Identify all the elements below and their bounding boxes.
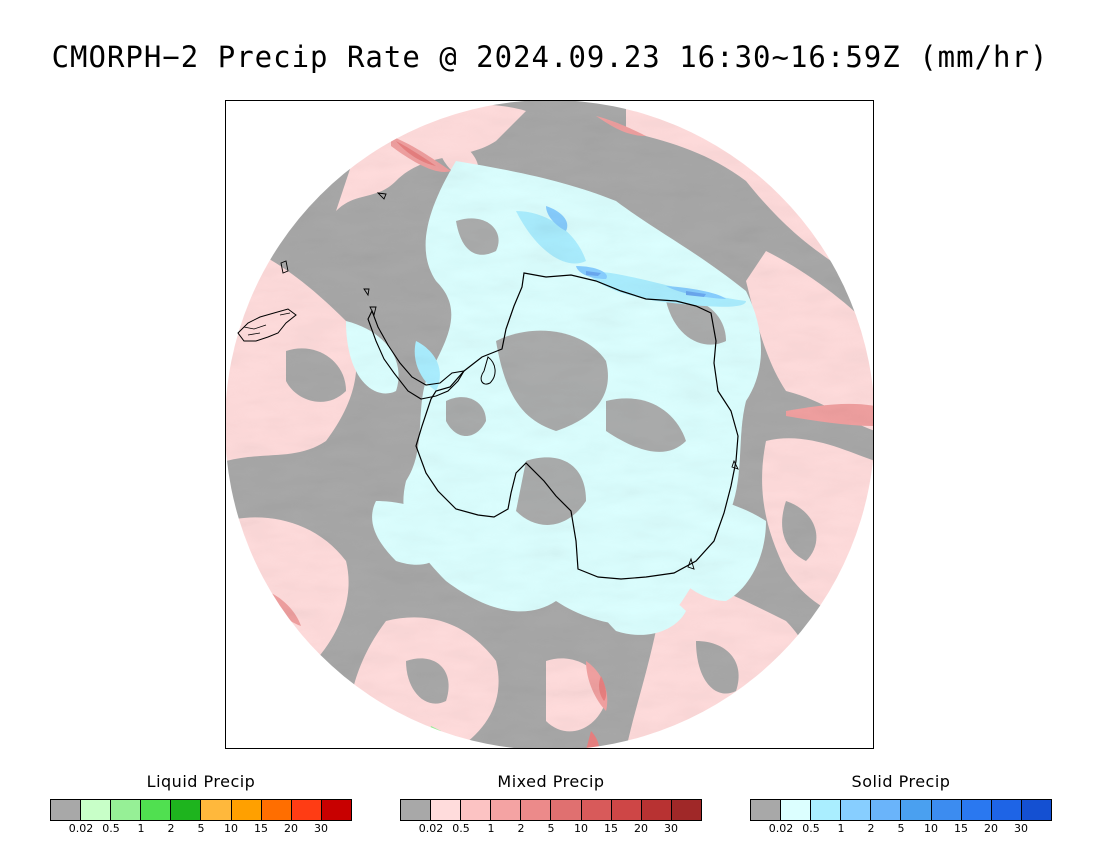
legend-swatch — [1021, 800, 1051, 820]
legend-swatch — [171, 800, 202, 820]
legend-tick-label: 0.5 — [452, 822, 470, 835]
legend-tick-label: 5 — [197, 822, 205, 835]
legend-tick-label: 5 — [547, 822, 555, 835]
legend-swatch — [141, 800, 172, 820]
legend-tick-label: 2 — [867, 822, 875, 835]
legend-swatch — [931, 800, 962, 820]
south-america-tip — [237, 308, 297, 342]
legend-swatch — [201, 800, 232, 820]
legend-tick-label: 20 — [984, 822, 998, 835]
legend-tick-label: 5 — [897, 822, 905, 835]
legend-tick-label: 10 — [224, 822, 238, 835]
legend-tick-label: 2 — [517, 822, 525, 835]
legend-title: Mixed Precip — [497, 772, 605, 791]
legend-solid-precip: Solid Precip 0.02 0.5 1 2 5 10 15 20 30 — [750, 772, 1052, 842]
antarctica-coastline — [415, 272, 739, 580]
legend-swatch — [521, 800, 552, 820]
legend-swatch — [231, 800, 262, 820]
legend-ticks: 0.02 0.5 1 2 5 10 15 20 30 — [400, 822, 702, 838]
antarctic-peninsula — [367, 309, 466, 400]
legend-tick-label: 15 — [254, 822, 268, 835]
legend-tick-label: 0.5 — [802, 822, 820, 835]
legend-swatch — [431, 800, 462, 820]
legend-tick-label: 1 — [487, 822, 495, 835]
legend-tick-label: 30 — [314, 822, 328, 835]
legend-title: Liquid Precip — [146, 772, 256, 791]
legend-tick-label: 30 — [1014, 822, 1028, 835]
legend-swatch — [611, 800, 642, 820]
legend-swatch — [641, 800, 672, 820]
legend-swatch — [291, 800, 322, 820]
legend-tick-label: 0.02 — [418, 822, 444, 835]
legend-swatch — [671, 800, 701, 820]
legend-tick-label: 0.5 — [102, 822, 120, 835]
legend-ticks: 0.02 0.5 1 2 5 10 15 20 30 — [50, 822, 352, 838]
chart-title: CMORPH−2 Precip Rate @ 2024.09.23 16:30~… — [51, 40, 1049, 74]
legend-swatch — [111, 800, 142, 820]
legend-swatch — [841, 800, 872, 820]
legend-swatch — [491, 800, 522, 820]
legend-swatch — [811, 800, 842, 820]
legend-tick-label: 20 — [634, 822, 648, 835]
legend-tick-label: 2 — [167, 822, 175, 835]
legend-swatch — [401, 800, 432, 820]
legend-mixed-precip: Mixed Precip 0.02 0.5 1 2 5 10 15 20 30 — [400, 772, 702, 842]
legend-tick-label: 1 — [837, 822, 845, 835]
legend-swatch — [261, 800, 292, 820]
legend-swatch — [551, 800, 582, 820]
precip-map — [226, 101, 873, 748]
islands — [280, 192, 739, 570]
legend-tick-label: 15 — [954, 822, 968, 835]
legend-swatch — [781, 800, 812, 820]
legend-swatches — [50, 799, 352, 821]
legend-swatch — [81, 800, 112, 820]
legend-swatches — [400, 799, 702, 821]
legend-liquid-precip: Liquid Precip 0.02 0.5 1 2 5 10 15 20 30 — [50, 772, 352, 842]
polar-map-panel — [225, 100, 874, 749]
legend-swatch — [871, 800, 902, 820]
legend-tick-label: 20 — [284, 822, 298, 835]
legend-tick-label: 0.02 — [68, 822, 94, 835]
legend-swatch — [51, 800, 82, 820]
legend-tick-label: 10 — [924, 822, 938, 835]
legend-tick-label: 0.02 — [768, 822, 794, 835]
legend-tick-label: 10 — [574, 822, 588, 835]
legend-tick-label: 30 — [664, 822, 678, 835]
legend-swatch — [751, 800, 782, 820]
precip-field — [226, 101, 873, 748]
legend-swatch — [581, 800, 612, 820]
legend-swatch — [961, 800, 992, 820]
legend-swatch — [321, 800, 351, 820]
legend-ticks: 0.02 0.5 1 2 5 10 15 20 30 — [750, 822, 1052, 838]
legend-swatch — [901, 800, 932, 820]
legend-tick-label: 1 — [137, 822, 145, 835]
legend-title: Solid Precip — [851, 772, 951, 791]
legend-swatch — [991, 800, 1022, 820]
legend-tick-label: 15 — [604, 822, 618, 835]
legend-swatches — [750, 799, 1052, 821]
legend-swatch — [461, 800, 492, 820]
